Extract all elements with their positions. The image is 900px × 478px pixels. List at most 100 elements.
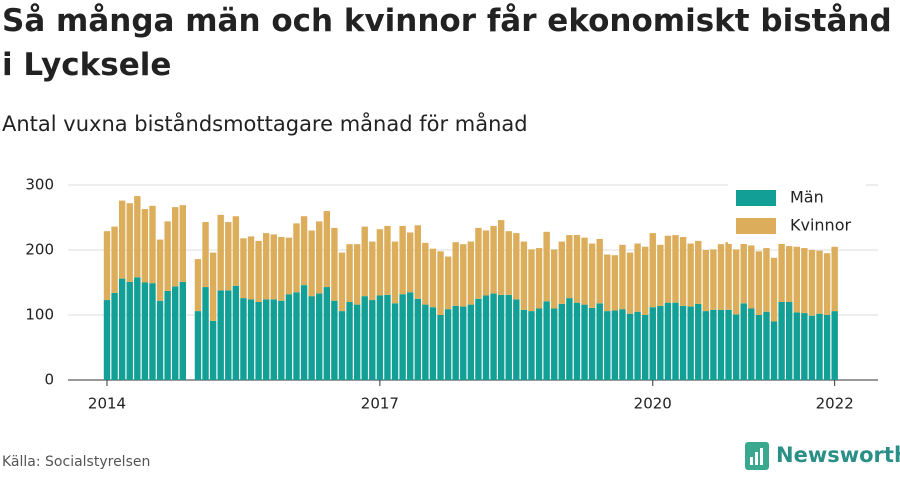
- chart-subtitle: Antal vuxna biståndsmottagare månad för …: [2, 111, 528, 136]
- legend-label: Kvinnor: [790, 216, 851, 235]
- y-tick-label: 100: [25, 306, 54, 324]
- bar-segment: [626, 252, 634, 314]
- bar-segment: [551, 249, 558, 309]
- bar-segment: [240, 238, 247, 299]
- bar-segment: [194, 259, 202, 312]
- logo-icon-bar: [755, 452, 758, 465]
- bar-segment: [664, 235, 672, 303]
- bar-segment: [808, 250, 816, 316]
- y-tick-label: 0: [44, 371, 54, 389]
- bar-segment: [247, 299, 255, 380]
- bar-segment: [172, 207, 179, 287]
- x-tick-label: 2017: [361, 395, 399, 413]
- bar-segment: [346, 244, 353, 302]
- bar-segment: [255, 240, 262, 302]
- bar-segment: [141, 282, 149, 380]
- bar-segment: [596, 303, 603, 380]
- bar-segment: [596, 238, 603, 304]
- bar-segment: [444, 256, 452, 310]
- bar-segment: [285, 294, 293, 380]
- bar-segment: [770, 321, 778, 380]
- bar-segment: [748, 308, 755, 380]
- bar-segment: [816, 250, 823, 314]
- bar-segment: [611, 310, 619, 380]
- bar-segment: [679, 237, 687, 306]
- bar-segment: [649, 233, 656, 308]
- source: Källa: Socialstyrelsen: [2, 454, 150, 470]
- bar-segment: [763, 248, 770, 312]
- bar-segment: [626, 313, 634, 380]
- bar-segment: [369, 300, 376, 380]
- bar-segment: [118, 200, 126, 279]
- bar-segment: [543, 231, 550, 302]
- bar-segment: [384, 225, 391, 295]
- bar-segment: [407, 232, 414, 293]
- bar-segment: [535, 248, 543, 309]
- bar-segment: [270, 299, 277, 380]
- bar-segment: [111, 292, 118, 380]
- bar-segment: [725, 309, 732, 380]
- bar-segment: [717, 244, 725, 310]
- bar-segment: [649, 307, 656, 380]
- bar-segment: [748, 245, 755, 309]
- bar-segment: [702, 311, 710, 380]
- bar-segment: [634, 243, 641, 312]
- x-tick-label: 2022: [816, 395, 854, 413]
- bar-segment: [217, 214, 224, 291]
- bar-segment: [641, 315, 649, 380]
- logo-icon-bar: [750, 457, 753, 465]
- bar-segment: [672, 235, 679, 303]
- bar-segment: [323, 211, 331, 288]
- bar-segment: [437, 315, 444, 380]
- bar-segment: [361, 296, 368, 380]
- bar-segment: [308, 296, 315, 380]
- bar-segment: [316, 221, 323, 294]
- bar-segment: [513, 233, 520, 300]
- bar-segment: [225, 290, 232, 380]
- bar-segment: [778, 302, 785, 380]
- bar-segment: [573, 302, 581, 380]
- bar-segment: [460, 306, 467, 380]
- bar-segment: [262, 233, 270, 300]
- bar-segment: [331, 300, 338, 380]
- bar-segment: [497, 220, 505, 295]
- bar-segment: [588, 243, 596, 308]
- bar-segment: [831, 311, 838, 380]
- bar-segment: [164, 290, 171, 380]
- bar-segment: [300, 285, 308, 380]
- bar-segment: [232, 285, 240, 380]
- bar-segment: [535, 308, 543, 380]
- bar-segment: [710, 309, 717, 380]
- bar-segment: [270, 234, 277, 300]
- bar-segment: [475, 227, 482, 299]
- bar-segment: [323, 287, 331, 380]
- bar-segment: [278, 300, 285, 380]
- bar-segment: [505, 231, 512, 295]
- bar-segment: [285, 237, 293, 295]
- bar-segment: [786, 246, 793, 302]
- bar-segment: [755, 251, 763, 315]
- logo-text: Newsworthy: [776, 443, 900, 467]
- bar-segment: [551, 308, 558, 380]
- bar-segment: [770, 257, 778, 322]
- bar-segment: [604, 254, 611, 312]
- bar-segment: [194, 311, 202, 380]
- bar-segment: [444, 309, 452, 380]
- bar-segment: [232, 216, 240, 286]
- bar-segment: [475, 298, 482, 380]
- bar-segment: [490, 293, 497, 380]
- bar-segment: [611, 255, 619, 311]
- bar-segment: [467, 241, 475, 305]
- logo: Newsworthy: [745, 442, 900, 470]
- bar-segment: [482, 295, 490, 380]
- legend-label: Män: [790, 188, 824, 207]
- bar-segment: [816, 313, 823, 380]
- bar-segment: [156, 300, 164, 380]
- bar-segment: [740, 303, 747, 380]
- bar-segment: [482, 230, 490, 296]
- bar-segment: [490, 225, 497, 294]
- bar-segment: [528, 249, 535, 312]
- bar-segment: [361, 226, 368, 297]
- bar-segment: [520, 241, 528, 310]
- bar-segment: [604, 311, 611, 380]
